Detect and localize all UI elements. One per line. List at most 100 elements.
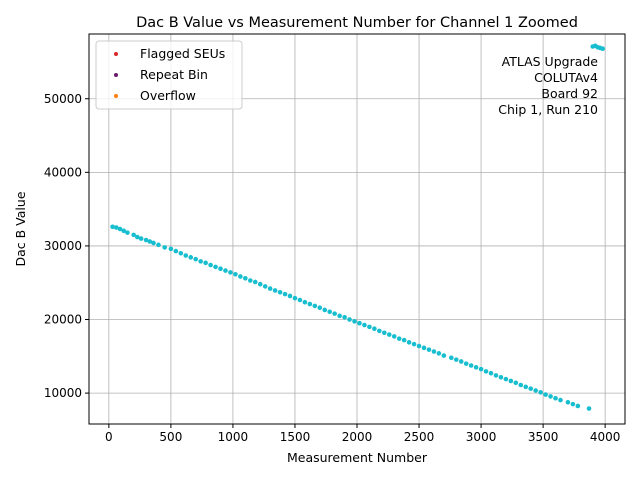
y-tick-label: 40000 xyxy=(44,165,82,179)
y-tick-label: 30000 xyxy=(44,239,82,253)
data-point xyxy=(162,245,167,250)
legend-label-repeat-bin: Repeat Bin xyxy=(140,67,208,82)
y-tick-label: 50000 xyxy=(44,92,82,106)
data-point xyxy=(312,303,318,309)
data-point xyxy=(458,359,464,364)
data-point xyxy=(431,349,437,354)
legend-marker-repeat-bin xyxy=(114,73,118,77)
data-point xyxy=(381,330,387,336)
data-point xyxy=(297,297,303,303)
data-point xyxy=(327,309,333,315)
data-point xyxy=(247,278,253,283)
x-tick-label: 3000 xyxy=(466,430,497,444)
data-point xyxy=(121,228,127,234)
data-point xyxy=(543,392,548,397)
annotation-line-3: Board 92 xyxy=(541,86,598,101)
data-point xyxy=(302,299,308,305)
data-point xyxy=(267,286,273,291)
data-point xyxy=(548,394,553,399)
data-point xyxy=(113,225,119,230)
data-point xyxy=(208,262,213,268)
data-point xyxy=(411,341,417,347)
legend-label-overflow: Overflow xyxy=(140,88,196,103)
data-point xyxy=(307,301,313,307)
data-point xyxy=(135,234,140,240)
data-point xyxy=(391,334,397,339)
data-point xyxy=(110,224,115,230)
data-point xyxy=(565,399,571,405)
data-point xyxy=(143,237,149,243)
data-point xyxy=(493,373,499,378)
data-point xyxy=(600,46,605,52)
data-point xyxy=(436,351,442,356)
data-point xyxy=(528,386,534,391)
data-point xyxy=(553,395,558,401)
data-point xyxy=(448,355,454,361)
data-point xyxy=(282,291,288,297)
y-axis-label: Dac B Value xyxy=(13,191,28,266)
data-point xyxy=(262,284,268,289)
legend-box xyxy=(95,40,243,110)
data-point xyxy=(156,242,161,248)
data-point xyxy=(453,357,459,362)
data-point xyxy=(441,353,447,358)
data-point xyxy=(125,230,130,235)
data-point xyxy=(377,328,382,334)
data-point xyxy=(252,279,258,285)
data-point xyxy=(287,293,293,299)
x-tick-label: 4000 xyxy=(590,430,621,444)
x-tick-label: 0 xyxy=(105,430,113,444)
data-point xyxy=(503,376,509,382)
data-point xyxy=(178,250,184,256)
data-point xyxy=(173,248,179,254)
legend-marker-overflow xyxy=(114,94,118,98)
data-point xyxy=(228,270,233,275)
data-point xyxy=(508,378,514,384)
x-tick-label: 3500 xyxy=(528,430,559,444)
data-point xyxy=(117,226,123,232)
data-point xyxy=(463,361,469,366)
data-point xyxy=(478,366,484,372)
data-point xyxy=(558,397,563,403)
data-point xyxy=(386,332,392,337)
legend: Flagged SEUs Repeat Bin Overflow xyxy=(95,40,243,110)
data-point xyxy=(406,340,412,345)
data-point xyxy=(483,369,489,374)
data-point xyxy=(426,347,432,352)
y-axis-ticks: 10000 20000 30000 40000 50000 xyxy=(44,92,89,400)
data-point xyxy=(193,256,199,262)
annotation-line-2: COLUTAv4 xyxy=(534,70,598,85)
x-axis-ticks: 0 500 1000 1500 2000 2500 3000 3500 4000 xyxy=(105,424,620,444)
data-point xyxy=(243,276,248,281)
annotation-line-1: ATLAS Upgrade xyxy=(502,54,599,69)
data-point xyxy=(147,239,153,244)
data-point xyxy=(337,313,342,319)
data-point xyxy=(488,370,494,376)
data-point xyxy=(352,319,357,324)
data-point xyxy=(223,268,228,273)
data-point xyxy=(357,320,362,326)
run-annotation: ATLAS Upgrade COLUTAv4 Board 92 Chip 1, … xyxy=(498,54,598,117)
data-point xyxy=(421,345,427,351)
data-point xyxy=(188,255,194,260)
y-tick-label: 20000 xyxy=(44,313,82,327)
data-point xyxy=(213,264,218,270)
data-point xyxy=(367,324,372,330)
data-point xyxy=(498,374,504,380)
data-point xyxy=(473,365,479,370)
data-point xyxy=(277,289,283,295)
legend-marker-flagged-seus xyxy=(114,52,118,56)
data-point xyxy=(131,232,136,238)
x-tick-label: 1000 xyxy=(218,430,249,444)
data-point xyxy=(183,253,189,258)
data-point xyxy=(575,403,581,409)
data-point xyxy=(523,384,529,390)
data-point xyxy=(518,382,524,388)
data-point xyxy=(416,343,422,349)
data-point xyxy=(396,336,402,341)
annotation-line-4: Chip 1, Run 210 xyxy=(498,102,598,117)
data-point xyxy=(533,388,538,393)
data-point xyxy=(538,390,543,395)
data-point xyxy=(586,406,592,411)
